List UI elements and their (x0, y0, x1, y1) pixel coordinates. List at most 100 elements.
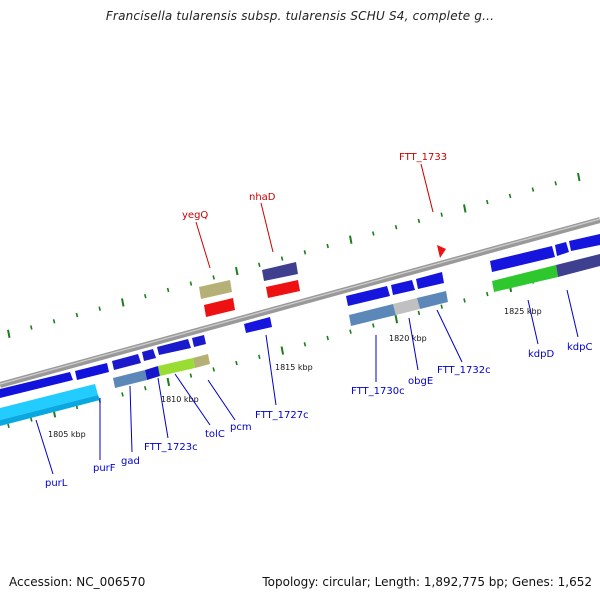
gene-blue-kdpC-top[interactable] (555, 242, 569, 256)
gene-red-FTT_1733[interactable] (437, 245, 446, 258)
scale-tick (486, 291, 489, 297)
feature-lime-tolC[interactable] (158, 358, 195, 376)
scale-tick (372, 231, 375, 236)
summary-text: Topology: circular; Length: 1,892,775 bp… (262, 575, 592, 589)
feature-green-kdpD[interactable] (492, 265, 558, 292)
leader-obgE (408, 317, 419, 371)
tick-label-1815: 1815 kbp (275, 363, 313, 372)
scale-tick (280, 346, 285, 355)
feature-olive-pcm[interactable] (193, 354, 210, 368)
gene-blue-obgE-top[interactable] (391, 280, 415, 295)
scale-tick (30, 325, 33, 330)
map-title: Francisella tularensis subsp. tularensis… (105, 9, 495, 23)
tick-label-1810: 1810 kbp (161, 395, 199, 404)
scale-tick (417, 218, 421, 224)
label-FTT_1732c: FTT_1732c (437, 365, 491, 376)
feature-blue-FTT_1723c[interactable] (145, 366, 160, 380)
gene-bar-left-1[interactable] (0, 372, 73, 398)
leader-tolC (174, 373, 211, 426)
gene-blue-right-end[interactable] (569, 234, 600, 251)
scale-tick (189, 373, 193, 378)
scale-tick (372, 323, 375, 328)
leader-FTT_1733 (420, 163, 434, 213)
gene-features[interactable] (0, 234, 600, 426)
feature-gray-obgE[interactable] (393, 298, 420, 315)
scale-tick (440, 304, 443, 309)
gene-bar-left-2[interactable] (75, 363, 109, 380)
lower-scale-track (7, 266, 580, 428)
label-leaders (35, 289, 579, 475)
gene-olive-yegQ-top[interactable] (199, 280, 232, 299)
leader-FTT_1732c (436, 309, 463, 363)
leader-kdpD (527, 299, 539, 345)
feature-cyan-purF[interactable] (0, 395, 100, 426)
scale-tick (303, 342, 307, 347)
gene-blue-FTT_1727c[interactable] (244, 317, 272, 333)
feature-cyan-purL[interactable] (0, 384, 98, 420)
scale-tick (531, 187, 535, 192)
scale-tick (258, 354, 261, 359)
scale-tick (144, 294, 147, 299)
scale-tick (98, 306, 101, 311)
scale-tick (235, 360, 238, 366)
label-FTT_1727c: FTT_1727c (255, 410, 309, 421)
tick-label-1805: 1805 kbp (48, 430, 86, 439)
gene-bar-left-4[interactable] (142, 349, 156, 361)
scale-tick (189, 281, 193, 286)
label-obgE: obgE (408, 376, 433, 387)
gene-blue-FTT_1730c-top[interactable] (346, 286, 390, 306)
label-purF: purF (93, 463, 116, 474)
label-kdpD: kdpD (528, 349, 554, 360)
scale-tick (212, 275, 215, 280)
scale-tick (166, 287, 170, 293)
scale-tick (394, 225, 398, 230)
scale-tick (258, 262, 261, 267)
leader-pcm (207, 379, 236, 421)
label-gad: gad (121, 456, 140, 467)
feature-steel-FTT_1732c[interactable] (417, 291, 448, 309)
feature-steel-FTT_1730c[interactable] (349, 304, 396, 326)
accession-text: Accession: NC_006570 (9, 575, 146, 589)
label-FTT_1723c: FTT_1723c (144, 442, 198, 453)
tick-label-1825: 1825 kbp (504, 307, 542, 316)
scale-tick (144, 386, 147, 391)
scale-tick (166, 377, 171, 387)
gene-blue-kdpD-top[interactable] (490, 246, 555, 272)
leader-nhaD (260, 202, 274, 253)
leader-yegQ (195, 221, 211, 269)
scale-tick (30, 417, 33, 422)
scale-tick (121, 392, 124, 397)
scale-tick (349, 329, 352, 334)
gene-bar-left-5[interactable] (157, 339, 191, 355)
leader-gad (129, 385, 133, 453)
genome-backbone (0, 217, 600, 388)
gene-red-nhaD[interactable] (266, 280, 300, 298)
scale-tick (463, 298, 466, 303)
gene-red-yegQ[interactable] (204, 298, 235, 317)
scale-tick (7, 423, 10, 428)
gene-blue-FTT_1732c-top[interactable] (416, 272, 444, 289)
gene-navy-nhaD-top[interactable] (262, 262, 298, 281)
leader-FTT_1727c (265, 334, 277, 406)
scale-tick (212, 367, 215, 372)
leader-FTT_1723c (157, 377, 169, 439)
leader-purL (35, 419, 54, 475)
feature-steel-gad[interactable] (113, 370, 147, 388)
scale-tick (280, 256, 284, 261)
upper-scale-track (7, 172, 581, 338)
scale-tick (235, 266, 239, 276)
gene-bar-left-6[interactable] (192, 335, 206, 347)
label-FTT_1730c: FTT_1730c (351, 386, 405, 397)
feature-navy-kdpC[interactable] (556, 254, 600, 277)
scale-tick (75, 312, 79, 318)
scale-tick (52, 319, 56, 324)
tick-labels: 1805 kbp 1810 kbp 1815 kbp 1820 kbp 1825… (48, 307, 542, 439)
gene-bar-left-3[interactable] (112, 354, 141, 370)
scale-tick (349, 235, 353, 244)
label-tolC: tolC (205, 429, 225, 440)
scale-tick (7, 329, 11, 338)
label-leaders-red (195, 163, 434, 269)
scale-tick (577, 172, 581, 182)
label-pcm: pcm (230, 422, 252, 433)
